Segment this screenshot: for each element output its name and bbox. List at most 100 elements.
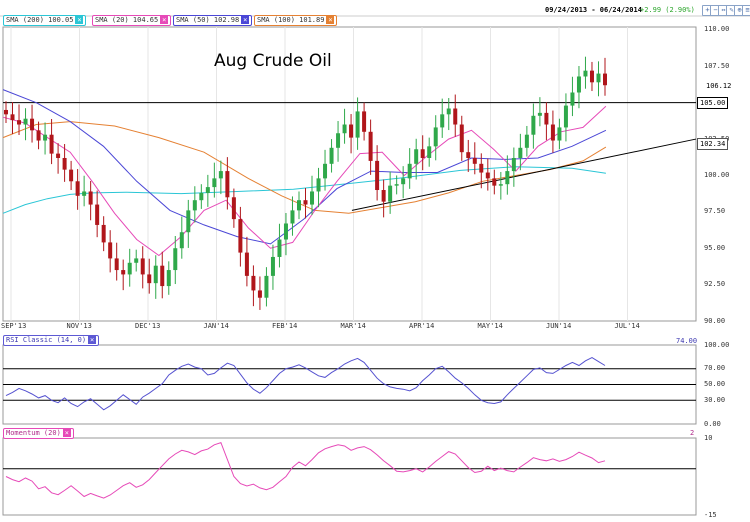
candle-body [296,200,301,211]
candle-body [114,258,119,271]
indicator-badge[interactable]: SMA (200) 100.05 × [3,15,87,26]
candle-body [446,108,451,115]
price-tick-label: 107.50 [704,61,730,70]
candle-body [62,157,67,170]
candle-body [205,187,210,193]
candle-body [401,178,406,185]
candle-body [270,256,275,276]
candle-body [498,184,503,186]
candle-body [479,163,484,173]
candle-body [329,147,334,164]
candle-body [153,265,158,284]
candle-body [394,184,399,186]
candle-body [199,192,204,201]
candle-body [466,152,471,158]
price-tick-label: 100.00 [704,170,730,179]
rsi-tick-label: 50.00 [704,380,726,388]
candle-body [43,134,48,141]
candle-body [186,210,191,233]
candle-body [563,105,568,128]
momentum-tick-label: 10 [704,433,713,442]
month-tick-label: JUN'14 [546,322,572,330]
rsi-tick-label: 100.00 [704,340,730,349]
candle-body [375,160,380,191]
indicator-badge[interactable]: SMA (20) 104.65 × [92,15,172,26]
candle-body [238,219,243,253]
candle-body [283,223,288,240]
candle-body [257,290,262,298]
candle-body [381,190,386,202]
candle-body [570,92,575,106]
close-icon[interactable]: × [75,16,84,24]
trendline-price-label: 102.34 [697,138,729,150]
sma-100-line [2,121,607,214]
candle-body [433,127,438,147]
month-tick-label: MAR'14 [340,322,366,330]
momentum-title: Momentum (20) [6,429,61,437]
candle-body [69,169,74,182]
month-tick-label: APR'14 [409,322,435,330]
close-icon[interactable]: × [88,336,97,344]
settings-icon[interactable]: ≡ [742,5,750,16]
candle-body [10,114,15,121]
candle-body [518,147,523,158]
candle-body [531,115,536,135]
candle-body [505,171,510,185]
price-tick-label: 97.50 [704,207,726,216]
indicator-badge[interactable]: SMA (50) 102.98 × [173,15,253,26]
candle-body [440,114,445,128]
close-icon[interactable]: × [241,16,250,24]
candle-body [30,118,35,131]
candle-body [147,274,152,284]
candle-body [4,109,8,115]
candle-body [414,149,419,164]
candle-body [603,73,607,86]
candle-body [192,200,197,211]
candle-body [485,172,490,179]
rsi-badge[interactable]: RSI Classic (14, 0) × [3,335,100,346]
candle-body [544,112,549,125]
candle-body [355,111,360,138]
last-price-label: 106.12 [706,82,732,90]
indicator-label: SMA (20) 104.65 [95,16,159,24]
indicator-badge[interactable]: SMA (100) 101.89 × [254,15,338,26]
trendline [351,138,697,211]
candle-body [88,191,93,205]
candle-body [388,185,393,202]
rsi-tick-label: 0.00 [704,419,721,428]
candle-body [427,146,432,158]
candle-body [576,76,581,93]
month-tick-label: NOV'13 [66,322,92,330]
momentum-pane [2,437,697,516]
candle-body [95,204,100,225]
close-icon[interactable]: × [62,429,71,437]
candle-body [362,111,367,132]
month-tick-label: JAN'14 [203,322,229,330]
indicator-label: SMA (200) 100.05 [6,16,74,24]
price-change: +2.99 (2.90%) [640,6,695,14]
candle-body [173,248,178,271]
month-tick-label: MAY'14 [477,322,503,330]
candle-body [589,70,594,83]
candle-body [524,134,529,148]
month-tick-label: FEB'14 [272,322,298,330]
indicator-label: SMA (100) 101.89 [257,16,325,24]
rsi-line [5,357,606,411]
month-tick-label: JUL'14 [614,322,640,330]
candle-body [108,242,113,259]
candle-body [225,171,230,198]
candle-body [251,275,256,291]
candle-body [557,127,562,141]
candle-body [121,270,126,275]
candle-body [420,149,425,158]
candle-body [179,232,184,249]
main-pane [2,26,697,322]
price-tick-label: 90.00 [704,316,726,325]
candle-body [231,197,236,220]
close-icon[interactable]: × [160,16,169,24]
candle-body [342,124,347,134]
close-icon[interactable]: × [326,16,335,24]
momentum-badge[interactable]: Momentum (20) × [3,428,74,439]
candle-body [303,200,308,205]
candle-body [49,134,54,154]
